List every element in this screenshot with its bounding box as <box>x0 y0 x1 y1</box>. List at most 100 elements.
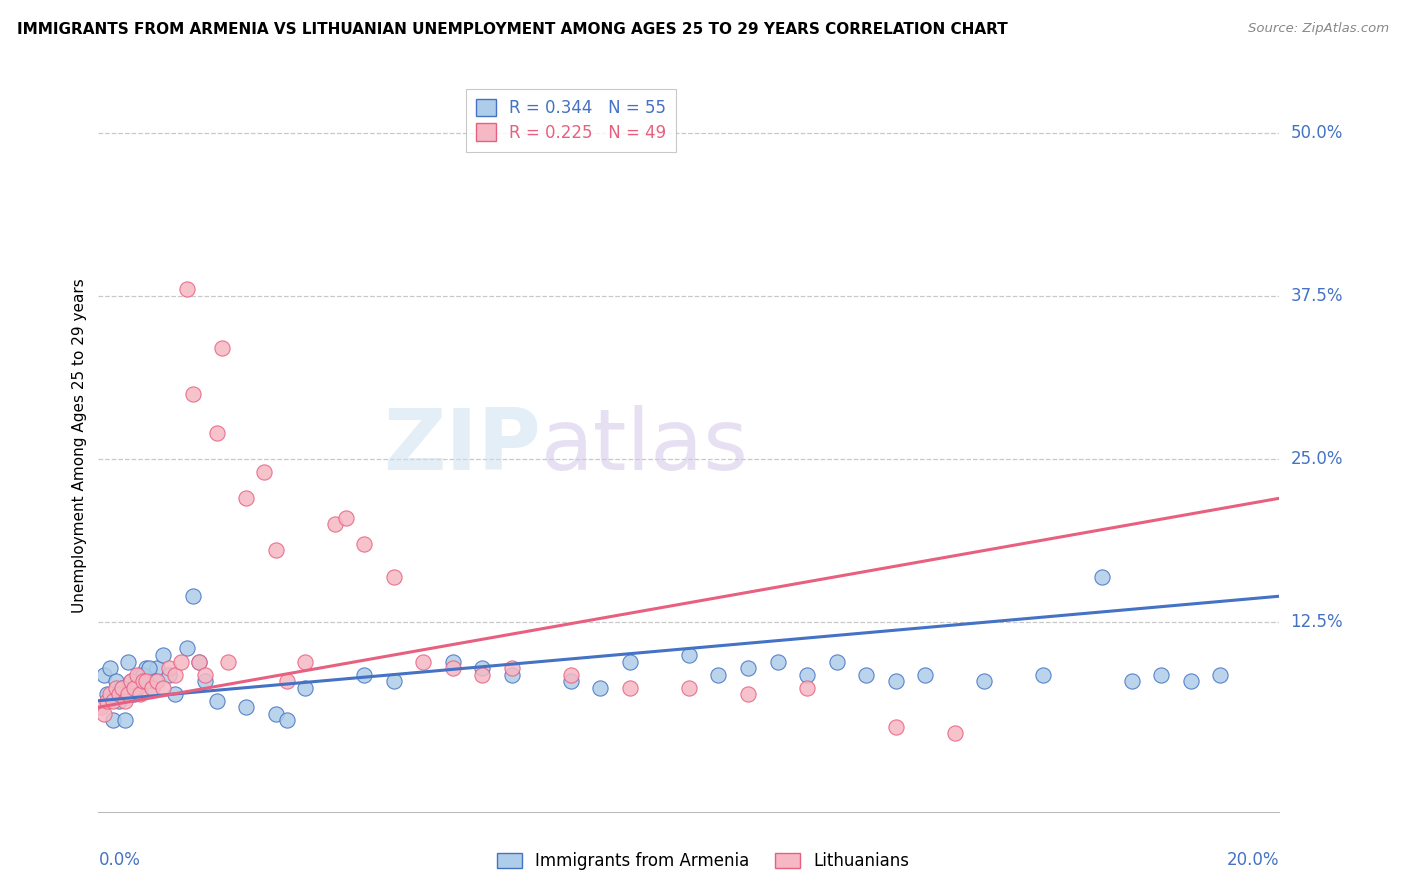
Text: Source: ZipAtlas.com: Source: ZipAtlas.com <box>1249 22 1389 36</box>
Point <box>253 465 276 479</box>
Point <box>111 681 134 695</box>
Point <box>194 674 217 689</box>
Point <box>501 667 523 681</box>
Point <box>205 425 228 440</box>
Point <box>264 543 287 558</box>
Point <box>678 681 700 695</box>
Point <box>796 681 818 695</box>
Point <box>157 661 180 675</box>
Text: 0.0%: 0.0% <box>98 851 141 869</box>
Point <box>560 674 582 689</box>
Point <box>111 681 134 695</box>
Point <box>1180 674 1202 689</box>
Point <box>678 648 700 662</box>
Point <box>103 694 125 708</box>
Point <box>335 511 357 525</box>
Point <box>217 655 239 669</box>
Point <box>884 674 907 689</box>
Point <box>125 667 148 681</box>
Point <box>294 655 316 669</box>
Point <box>181 386 204 401</box>
Legend: Immigrants from Armenia, Lithuanians: Immigrants from Armenia, Lithuanians <box>491 846 915 877</box>
Legend: R = 0.344   N = 55, R = 0.225   N = 49: R = 0.344 N = 55, R = 0.225 N = 49 <box>465 88 676 152</box>
Point <box>1091 569 1114 583</box>
Point <box>181 589 204 603</box>
Point <box>194 667 217 681</box>
Point <box>264 706 287 721</box>
Point <box>132 667 155 681</box>
Point <box>973 674 995 689</box>
Point <box>93 667 115 681</box>
Point <box>796 667 818 681</box>
Point <box>135 661 157 675</box>
Point <box>619 681 641 695</box>
Point <box>589 681 612 695</box>
Point <box>152 648 174 662</box>
Point <box>96 694 118 708</box>
Point <box>108 687 131 701</box>
Point <box>560 667 582 681</box>
Point <box>471 667 494 681</box>
Point <box>132 674 155 689</box>
Point <box>128 667 150 681</box>
Point <box>103 714 125 728</box>
Point <box>737 661 759 675</box>
Point <box>187 655 209 669</box>
Text: 12.5%: 12.5% <box>1291 614 1343 632</box>
Point <box>90 700 112 714</box>
Point <box>205 694 228 708</box>
Point <box>165 687 187 701</box>
Point <box>914 667 936 681</box>
Point <box>276 714 298 728</box>
Point <box>98 687 121 701</box>
Point <box>855 667 877 681</box>
Point <box>211 341 233 355</box>
Point <box>235 700 257 714</box>
Point <box>105 681 128 695</box>
Point <box>138 661 160 675</box>
Point <box>276 674 298 689</box>
Point <box>619 655 641 669</box>
Point <box>96 687 118 701</box>
Point <box>382 569 405 583</box>
Point <box>98 661 121 675</box>
Point <box>737 687 759 701</box>
Text: 20.0%: 20.0% <box>1227 851 1279 869</box>
Point <box>165 667 187 681</box>
Point <box>143 674 166 689</box>
Point <box>825 655 848 669</box>
Point <box>943 726 966 740</box>
Point <box>170 655 193 669</box>
Point <box>707 667 730 681</box>
Point <box>294 681 316 695</box>
Point <box>884 720 907 734</box>
Point <box>471 661 494 675</box>
Point <box>1032 667 1054 681</box>
Point <box>157 667 180 681</box>
Point <box>187 655 209 669</box>
Point <box>135 674 157 689</box>
Text: 50.0%: 50.0% <box>1291 123 1343 142</box>
Point <box>120 674 142 689</box>
Point <box>353 537 375 551</box>
Point <box>93 706 115 721</box>
Text: ZIP: ZIP <box>384 404 541 488</box>
Point <box>412 655 434 669</box>
Point <box>353 667 375 681</box>
Point <box>382 674 405 689</box>
Text: 25.0%: 25.0% <box>1291 450 1343 468</box>
Point <box>176 641 198 656</box>
Text: atlas: atlas <box>541 404 749 488</box>
Point <box>146 661 169 675</box>
Point <box>235 491 257 506</box>
Point <box>120 674 142 689</box>
Point <box>122 687 145 701</box>
Point <box>117 687 139 701</box>
Point <box>1150 667 1173 681</box>
Text: IMMIGRANTS FROM ARMENIA VS LITHUANIAN UNEMPLOYMENT AMONG AGES 25 TO 29 YEARS COR: IMMIGRANTS FROM ARMENIA VS LITHUANIAN UN… <box>17 22 1008 37</box>
Point <box>105 674 128 689</box>
Point <box>441 661 464 675</box>
Point <box>146 674 169 689</box>
Point <box>501 661 523 675</box>
Point <box>1209 667 1232 681</box>
